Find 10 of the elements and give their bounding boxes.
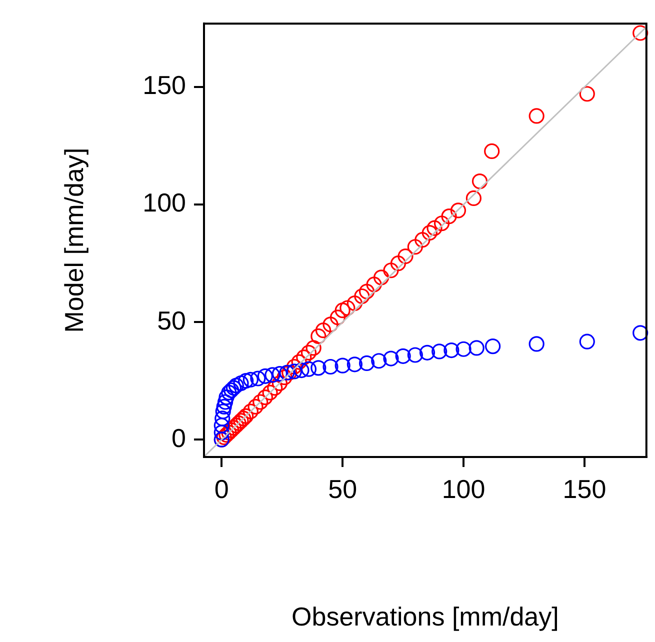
x-axis-title: Observations [mm/day] [292,602,559,632]
y-axis-title: Model [mm/day] [58,148,89,333]
y-tick-label: 100 [142,188,186,218]
x-tick-label: 0 [214,474,229,504]
y-tick-label: 50 [157,305,186,336]
x-tick-label: 100 [442,474,486,504]
x-tick-label: 150 [562,474,606,504]
y-tick-label: 0 [172,422,186,453]
x-tick-label: 50 [328,474,358,504]
y-tick-label: 150 [142,70,186,100]
